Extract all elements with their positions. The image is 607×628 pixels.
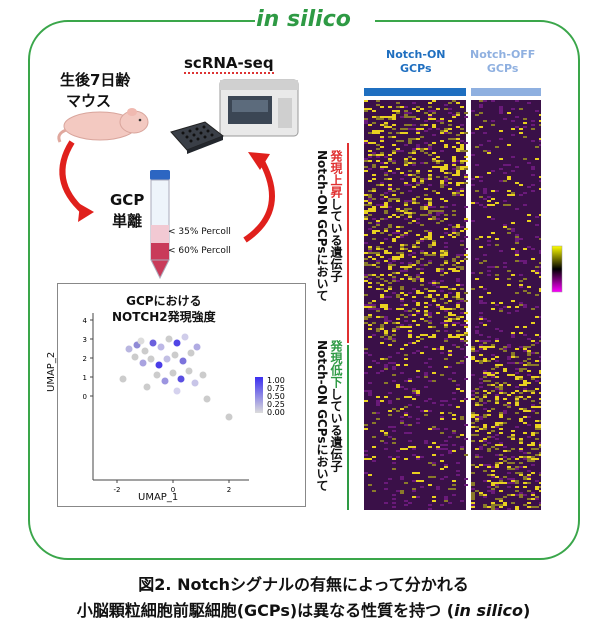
falcon-tube-icon [150, 170, 170, 280]
mouse-label: 生後7日齢 マウス [60, 70, 130, 112]
umap-y-ticks [90, 319, 93, 397]
umap-xtick-2: 2 [227, 486, 231, 494]
upregulated-label: Notch-ON GCPsにおいて [314, 150, 331, 330]
figure-caption-line1: 図2. Notchシグナルの有無によって分かれる [138, 575, 469, 594]
umap-ytick-1: 1 [83, 374, 87, 382]
umap-ytick-2: 2 [83, 355, 87, 363]
umap-ylabel: UMAP_2 [46, 351, 57, 392]
umap-colorbar [255, 377, 263, 413]
percoll-60-label: < 60% Percoll [168, 246, 231, 256]
figure-caption-line2: 小脳顆粒細胞前駆細胞(GCPs)は異なる性質を持つ (in silico) [0, 597, 607, 621]
umap-legend-000: 0.00 [267, 408, 285, 417]
workflow-arrows [59, 140, 275, 243]
umap-x-ticks [116, 480, 230, 483]
gcp-label-line2: 単離 [112, 212, 143, 230]
heatmap-off-block [471, 100, 541, 510]
notch-on-header-line1: Notch-ON [386, 48, 446, 61]
mouse-label-line1: 生後7日齢 [60, 71, 131, 89]
scrnaseq-label: scRNA-seq [184, 54, 274, 74]
notch-on-header-line2: GCPs [399, 62, 432, 75]
notch-off-header-line1: Notch-OFF [470, 48, 536, 61]
umap-xlabel: UMAP_1 [138, 492, 179, 503]
umap-legend-050: 0.50 [267, 392, 285, 401]
heatmap [364, 100, 541, 510]
downregulated-label-2: 発現低下している遺伝子 [328, 340, 345, 510]
gcp-isolation-label: GCP 単離 [110, 190, 144, 232]
gcp-label-line1: GCP [110, 191, 145, 209]
down-label-suffix: している遺伝子 [329, 388, 343, 472]
title-background [255, 8, 375, 34]
down-label-emph: 発現低下 [329, 340, 343, 388]
notch-off-header-line2: GCPs [486, 62, 519, 75]
umap-ytick-3: 3 [83, 336, 87, 344]
umap-ytick-4: 4 [83, 317, 88, 325]
downregulated-line [347, 345, 349, 510]
in-silico-title: in silico [256, 7, 351, 32]
notch-off-header: Notch-OFF GCPs [470, 48, 535, 76]
caption-line2-main: 小脳顆粒細胞前駆細胞(GCPs)は異なる性質を持つ ( [76, 601, 455, 620]
arrow-mouse-to-gcp [59, 140, 87, 215]
sequencer-icon [219, 79, 299, 137]
upregulated-line [347, 143, 349, 343]
mouse-icon [57, 108, 149, 143]
umap-xtick-0: 0 [171, 486, 175, 494]
up-label-emph: 発現上昇 [329, 150, 343, 198]
umap-legend-075: 0.75 [267, 384, 285, 393]
umap-xtick-neg2: -2 [114, 486, 121, 494]
upregulated-label-2: 発現上昇している遺伝子 [328, 150, 345, 330]
umap-ytick-0: 0 [83, 393, 87, 401]
umap-title-line1: GCPにおける [126, 294, 202, 308]
mouse-label-line2: マウス [66, 92, 112, 110]
downregulated-label: Notch-ON GCPsにおいて [314, 340, 331, 510]
notch-off-bar [471, 88, 541, 96]
arrow-gcp-to-seq [243, 156, 275, 243]
caption-line2-italic: in silico [454, 601, 523, 620]
well-plate-icon [170, 121, 225, 154]
umap-legend-100: 1.00 [267, 376, 285, 385]
umap-title-line2: NOTCH2発現強度 [112, 310, 216, 324]
umap-legend-025: 0.25 [267, 400, 285, 409]
heatmap-colorbar [551, 245, 563, 293]
down-label-prefix: Notch-ON GCPsにおいて [315, 340, 329, 492]
notch-on-header: Notch-ON GCPs [386, 48, 446, 76]
umap-panel [57, 283, 306, 507]
percoll-35-label: < 35% Percoll [168, 227, 231, 237]
caption-line2-end: ) [522, 601, 531, 620]
up-label-prefix: Notch-ON GCPsにおいて [315, 150, 329, 302]
up-label-suffix: している遺伝子 [329, 198, 343, 282]
notch-on-bar [364, 88, 466, 96]
umap-plot: 4 3 2 1 0 -2 0 2 1.00 0.75 0.50 0.25 0.0… [83, 313, 285, 494]
umap-points [119, 333, 233, 421]
heatmap-on-block [364, 100, 468, 510]
umap-title: GCPにおける NOTCH2発現強度 [112, 293, 216, 325]
